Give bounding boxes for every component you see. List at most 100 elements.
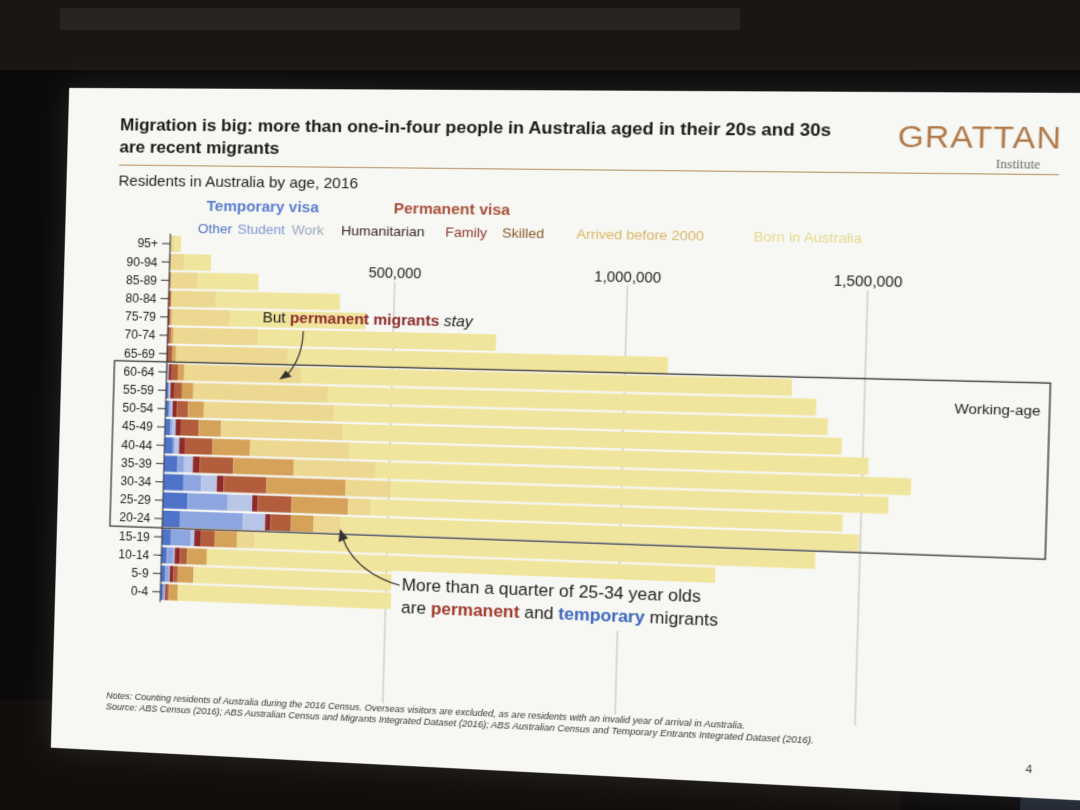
bar-65-69-humanitarian [166,345,170,362]
bar-60-64-family [171,364,178,381]
annotation-quarter-backdrop [390,570,777,638]
bar-95+-before2000 [170,235,175,252]
age-label-85-89: 85-89 [126,273,158,288]
ceiling-beam [60,8,740,30]
bar-60-64-humanitarian [168,364,172,381]
bar-30-34-student [183,474,202,492]
bar-15-19-humanitarian [194,530,202,547]
page-number: 4 [1025,763,1033,777]
bar-10-14-other [161,547,167,564]
annotation-stay-prefix: But [262,309,290,327]
annotation-stay: But permanent migrants stay [262,309,474,331]
age-label-80-84: 80-84 [125,291,157,306]
bar-25-29-other [162,492,188,510]
bar-35-39-other [163,455,178,473]
bar-50-54-family [176,400,189,418]
bar-30-34-family [223,475,267,494]
bar-95+-born [174,235,182,252]
bar-25-29-skilled [291,496,349,515]
bar-85-89-before2000 [171,272,199,289]
bar-45-49-skilled [198,419,222,437]
bar-50-54-skilled [187,401,205,418]
bar-60-64-skilled [177,364,185,381]
bar-45-49-humanitarian [175,419,182,436]
x-tick-label-2: 1,500,000 [833,272,903,290]
bar-55-59-skilled [181,382,194,400]
bar-55-59-family [173,382,183,399]
bar-55-59-humanitarian [170,382,175,399]
bar-15-19-family [200,530,215,547]
bar-65-69-before2000 [175,345,289,365]
bar-35-39-family [199,456,234,474]
bar-70-74-before2000 [173,327,259,346]
bar-0-4-student [162,583,166,601]
age-label-15-19: 15-19 [119,529,151,544]
bar-40-44-other [164,437,173,454]
annotation-quarter-permanent: permanent [430,600,520,622]
bar-50-54-other [165,400,170,417]
bar-45-49-before2000 [220,420,344,441]
bar-35-39-skilled [232,457,295,476]
bar-50-54-before2000 [203,401,335,422]
age-label-50-54: 50-54 [122,401,154,416]
age-label-0-4: 0-4 [131,584,149,599]
bar-5-9-student [165,565,170,582]
bar-10-14-humanitarian [174,547,181,565]
bar-25-29-humanitarian [252,495,258,512]
bar-45-49-other [164,418,171,436]
working-age-label: Working-age [954,401,1041,419]
bar-20-24-humanitarian [264,514,271,531]
ceiling [0,0,1080,70]
bar-80-84-before2000 [171,290,217,308]
bar-45-49-work [171,419,176,436]
bar-40-44-before2000 [249,439,350,459]
annotation-stay-highlight: permanent migrants [290,310,440,331]
bar-30-34-other [163,473,184,491]
annotation-quarter-migrants: migrants [644,608,718,630]
bar-75-79-born [229,310,366,330]
bar-20-24-family [270,514,292,532]
bar-25-29-work [227,494,253,512]
bar-45-49-family [180,419,200,437]
bar-20-24-skilled [290,514,314,533]
age-label-5-9: 5-9 [131,566,149,581]
bar-65-69-skilled [172,345,177,362]
x-tick-label-1: 1,000,000 [594,268,662,286]
age-label-90-94: 90-94 [126,255,158,270]
bar-35-39-humanitarian [192,456,200,473]
bar-30-34-humanitarian [216,475,224,493]
bar-5-9-family [173,565,178,583]
age-label-25-29: 25-29 [120,492,152,507]
bar-40-44-humanitarian [178,437,186,455]
population-chart: 500,000 1,000,000 1,500,000 95+ 90-94 85-89 80… [53,88,1080,738]
bar-20-24-other [162,510,181,528]
bar-40-44-student [172,437,175,454]
y-axis [160,234,170,603]
bar-45-49-student [170,419,173,436]
age-label-75-79: 75-79 [125,310,157,325]
bar-65-69-family [168,345,173,362]
bar-10-14-family [179,547,187,565]
bar-20-24-before2000 [313,515,341,533]
bar-30-34-skilled [266,477,346,497]
age-label-30-34: 30-34 [120,474,152,489]
bar-25-29-before2000 [347,498,372,516]
bar-5-9-other [160,565,166,582]
age-label-65-69: 65-69 [124,346,156,361]
bar-15-19-other [161,528,172,546]
bar-20-24-work [242,513,266,531]
bar-40-44-work [174,437,180,454]
bar-35-39-work [183,456,194,473]
annotation-quarter-and: and [519,603,558,623]
age-label-35-39: 35-39 [121,456,153,471]
annotation-quarter-line2: are permanent and temporary migrants [401,599,719,630]
age-label-40-44: 40-44 [121,437,153,452]
age-label-95+: 95+ [137,237,158,251]
bar-55-59-other [165,382,169,399]
bar-0-4-family [166,584,170,601]
bar-60-64-before2000 [184,364,302,384]
age-label-70-74: 70-74 [124,328,156,343]
slide: Migration is big: more than one-in-four … [50,87,1080,803]
bar-70-74-skilled [170,327,174,344]
bar-30-34-before2000 [345,479,392,498]
